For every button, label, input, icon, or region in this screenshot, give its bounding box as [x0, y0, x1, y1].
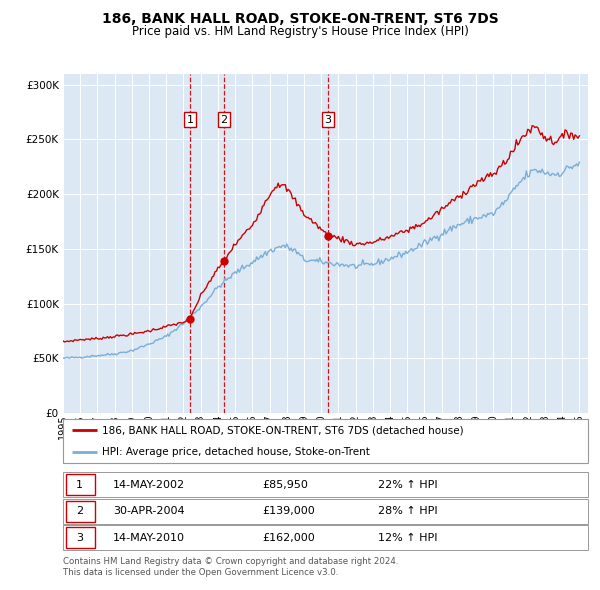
Text: 1: 1	[187, 114, 193, 124]
Text: £139,000: £139,000	[263, 506, 315, 516]
Text: HPI: Average price, detached house, Stoke-on-Trent: HPI: Average price, detached house, Stok…	[103, 447, 370, 457]
Text: 28% ↑ HPI: 28% ↑ HPI	[378, 506, 437, 516]
Text: 12% ↑ HPI: 12% ↑ HPI	[378, 533, 437, 543]
FancyBboxPatch shape	[63, 525, 588, 550]
FancyBboxPatch shape	[65, 527, 95, 549]
FancyBboxPatch shape	[65, 500, 95, 522]
Text: 14-MAY-2010: 14-MAY-2010	[113, 533, 185, 543]
Text: 2: 2	[220, 114, 227, 124]
FancyBboxPatch shape	[63, 499, 588, 524]
Text: 3: 3	[324, 114, 331, 124]
Text: 186, BANK HALL ROAD, STOKE-ON-TRENT, ST6 7DS (detached house): 186, BANK HALL ROAD, STOKE-ON-TRENT, ST6…	[103, 425, 464, 435]
FancyBboxPatch shape	[63, 472, 588, 497]
Text: Price paid vs. HM Land Registry's House Price Index (HPI): Price paid vs. HM Land Registry's House …	[131, 25, 469, 38]
Text: £162,000: £162,000	[263, 533, 315, 543]
Text: 1: 1	[76, 480, 83, 490]
Text: 186, BANK HALL ROAD, STOKE-ON-TRENT, ST6 7DS: 186, BANK HALL ROAD, STOKE-ON-TRENT, ST6…	[101, 12, 499, 26]
Text: 3: 3	[76, 533, 83, 543]
Text: 14-MAY-2002: 14-MAY-2002	[113, 480, 185, 490]
Text: 2: 2	[76, 506, 83, 516]
FancyBboxPatch shape	[65, 474, 95, 496]
Text: This data is licensed under the Open Government Licence v3.0.: This data is licensed under the Open Gov…	[63, 568, 338, 577]
Text: 22% ↑ HPI: 22% ↑ HPI	[378, 480, 437, 490]
Text: 30-APR-2004: 30-APR-2004	[113, 506, 185, 516]
Text: £85,950: £85,950	[263, 480, 308, 490]
Text: Contains HM Land Registry data © Crown copyright and database right 2024.: Contains HM Land Registry data © Crown c…	[63, 558, 398, 566]
FancyBboxPatch shape	[63, 419, 588, 463]
